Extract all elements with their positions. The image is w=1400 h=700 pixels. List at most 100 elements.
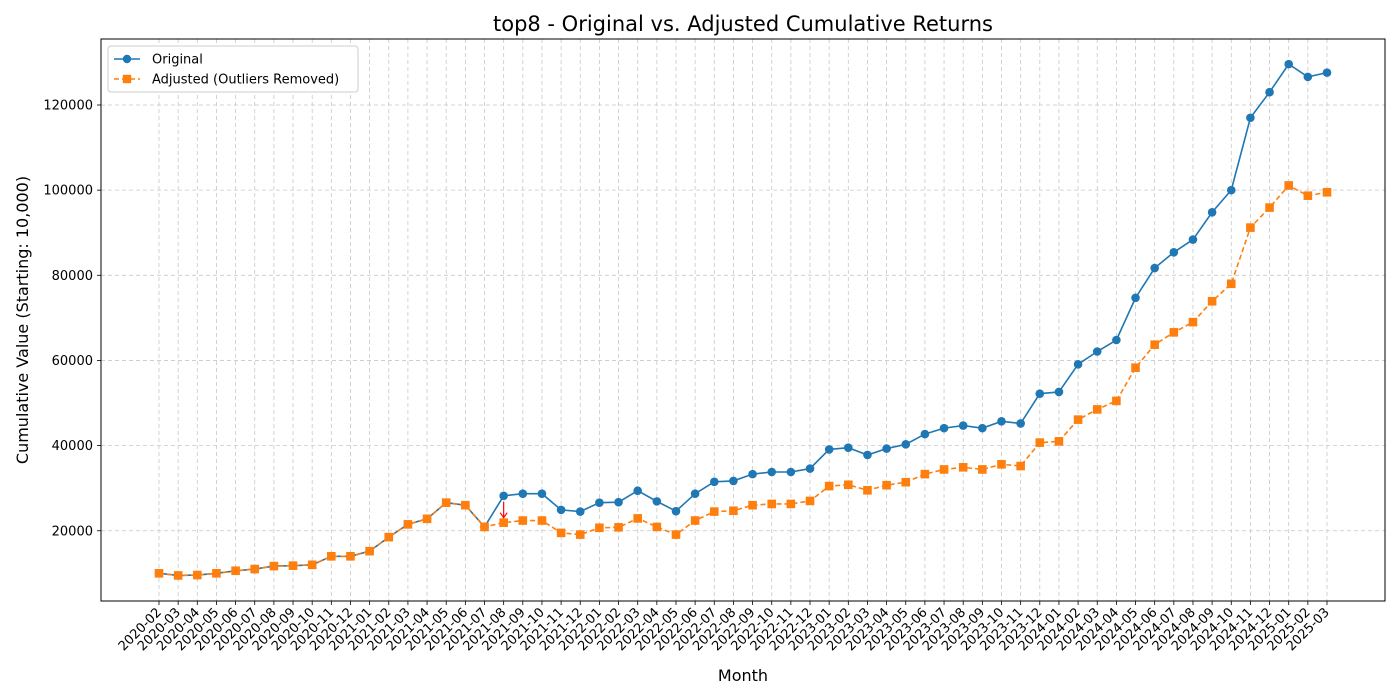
data-point xyxy=(269,561,279,571)
data-point xyxy=(997,460,1006,469)
data-point xyxy=(633,514,642,523)
data-point xyxy=(786,499,796,509)
y-tick-label: 40000 xyxy=(52,439,93,454)
data-point xyxy=(671,506,681,516)
data-point xyxy=(729,476,738,486)
data-point xyxy=(1092,405,1102,414)
data-point xyxy=(824,481,834,491)
y-tick-label: 120000 xyxy=(43,98,93,113)
data-point xyxy=(499,518,508,527)
data-point xyxy=(461,500,470,510)
data-point xyxy=(1284,59,1294,69)
data-point xyxy=(403,520,413,529)
data-point xyxy=(901,440,911,449)
data-point xyxy=(537,516,547,525)
data-point xyxy=(1303,72,1313,82)
data-point xyxy=(327,551,336,561)
data-point xyxy=(1207,296,1217,306)
data-point xyxy=(1054,437,1064,446)
data-point xyxy=(575,530,585,539)
legend-marker-original xyxy=(122,54,132,64)
data-point xyxy=(920,429,930,439)
data-point xyxy=(901,477,911,487)
data-point xyxy=(690,489,700,499)
data-point xyxy=(1322,187,1332,197)
data-point xyxy=(767,467,777,477)
legend-entry-original: Original xyxy=(114,53,203,68)
data-point xyxy=(614,523,623,532)
data-point xyxy=(1054,387,1064,397)
outlier-arrow xyxy=(499,501,508,519)
data-point xyxy=(192,570,202,580)
data-point xyxy=(844,443,853,453)
data-point xyxy=(154,569,164,578)
data-point xyxy=(748,500,757,510)
plot-area-frame xyxy=(100,38,1386,602)
data-point xyxy=(939,465,949,474)
data-point xyxy=(1112,396,1121,406)
data-point xyxy=(1073,415,1083,424)
data-point xyxy=(1226,185,1236,195)
series-adjusted xyxy=(154,181,1332,580)
data-point xyxy=(939,423,949,433)
data-point xyxy=(595,523,604,533)
data-point xyxy=(518,516,528,525)
data-point xyxy=(978,465,987,474)
data-point xyxy=(1073,359,1083,369)
data-point xyxy=(1112,335,1121,345)
data-point xyxy=(1150,263,1159,273)
data-point xyxy=(863,450,872,460)
data-point xyxy=(556,505,566,515)
data-point xyxy=(844,480,853,490)
data-point xyxy=(1188,235,1198,244)
data-point xyxy=(1131,293,1140,303)
data-point xyxy=(1035,438,1045,447)
data-point xyxy=(537,489,547,499)
data-point xyxy=(652,497,662,506)
data-point xyxy=(1226,279,1236,289)
data-point xyxy=(978,423,987,433)
data-point xyxy=(690,516,700,525)
data-point xyxy=(633,486,642,496)
data-point xyxy=(288,561,298,570)
data-point xyxy=(1246,223,1255,232)
x-axis-title: Month xyxy=(718,666,768,685)
data-point xyxy=(767,499,777,509)
data-point xyxy=(250,564,260,574)
legend-label-original: Original xyxy=(152,53,203,68)
series-lines xyxy=(154,59,1332,580)
data-point xyxy=(1035,389,1045,398)
data-point xyxy=(671,530,681,539)
data-point xyxy=(958,421,968,430)
annotations xyxy=(499,501,508,519)
data-point xyxy=(997,417,1006,426)
data-point xyxy=(499,491,508,501)
data-point xyxy=(575,507,585,516)
chart-title: top8 - Original vs. Adjusted Cumulative … xyxy=(493,12,993,36)
y-axis-ticks: 20000 40000 60000 80000 100000 120000 xyxy=(43,98,101,539)
data-point xyxy=(958,463,968,472)
data-point xyxy=(709,477,719,487)
data-point xyxy=(614,497,623,507)
data-point xyxy=(786,467,796,477)
data-point xyxy=(920,469,930,479)
grid xyxy=(101,39,1385,601)
arrow-head xyxy=(499,512,508,519)
data-point xyxy=(1169,328,1179,337)
data-point xyxy=(805,496,815,506)
legend-entry-adjusted: Adjusted (Outliers Removed) xyxy=(114,73,339,88)
data-point xyxy=(595,498,604,507)
legend-marker-adjusted xyxy=(122,74,132,84)
data-point xyxy=(1016,461,1025,471)
data-point xyxy=(518,489,528,499)
y-tick-label: 80000 xyxy=(52,269,93,284)
data-point xyxy=(1016,419,1025,428)
data-point xyxy=(422,514,432,524)
data-point xyxy=(1246,113,1255,123)
data-point xyxy=(1150,340,1159,349)
data-point xyxy=(748,469,757,479)
data-point xyxy=(729,506,738,516)
data-point xyxy=(1303,191,1313,200)
data-point xyxy=(709,507,719,516)
